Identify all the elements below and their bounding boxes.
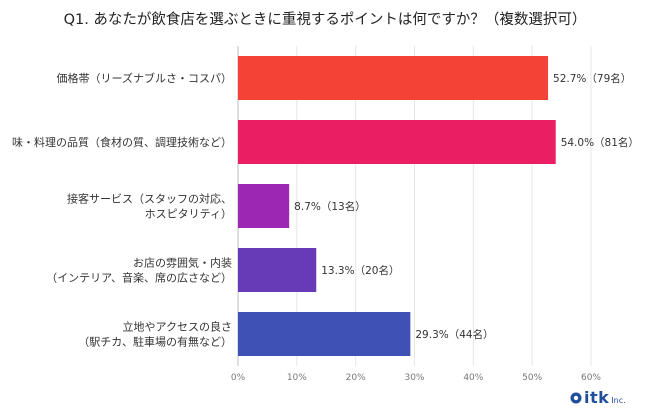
category-label: （インテリア、音楽、席の広さなど） [46,271,232,285]
bar [238,312,411,356]
chart-title: Q1. あなたが飲食店を選ぶときに重視するポイントは何ですか？（複数選択可） [63,12,587,28]
logo-text: itk [584,388,610,407]
logo-mark-icon [570,392,582,404]
bar [238,120,556,164]
x-tick-label: 50% [522,373,542,383]
value-label: 13.3%（20名） [321,264,399,277]
bar [238,248,317,292]
logo-subtext: Inc. [611,396,626,405]
x-tick-label: 20% [346,373,366,383]
category-label: （駅チカ、駐車場の有無など） [78,335,232,349]
category-label: 価格帯（リーズナブルさ・コスパ） [57,71,232,85]
bar [238,184,290,228]
x-tick-label: 30% [404,373,424,383]
bar [238,56,549,100]
category-label: 接客サービス（スタッフの対応、 [67,192,232,206]
value-label: 54.0%（81名） [561,136,639,149]
x-tick-label: 60% [581,373,601,383]
value-label: 29.3%（44名） [415,328,493,341]
category-label: 立地やアクセスの良さ [123,320,232,334]
category-label: お店の雰囲気・内装 [133,256,232,270]
value-label: 52.7%（79名） [553,72,631,85]
category-label: ホスピタリティ） [145,208,232,221]
company-logo: itk Inc. [570,388,626,407]
x-tick-label: 40% [463,373,483,383]
x-tick-label: 0% [231,373,246,383]
value-label: 8.7%（13名） [294,200,366,213]
x-tick-label: 10% [287,373,307,383]
category-label: 味・料理の品質（食材の質、調理技術など） [12,135,232,149]
